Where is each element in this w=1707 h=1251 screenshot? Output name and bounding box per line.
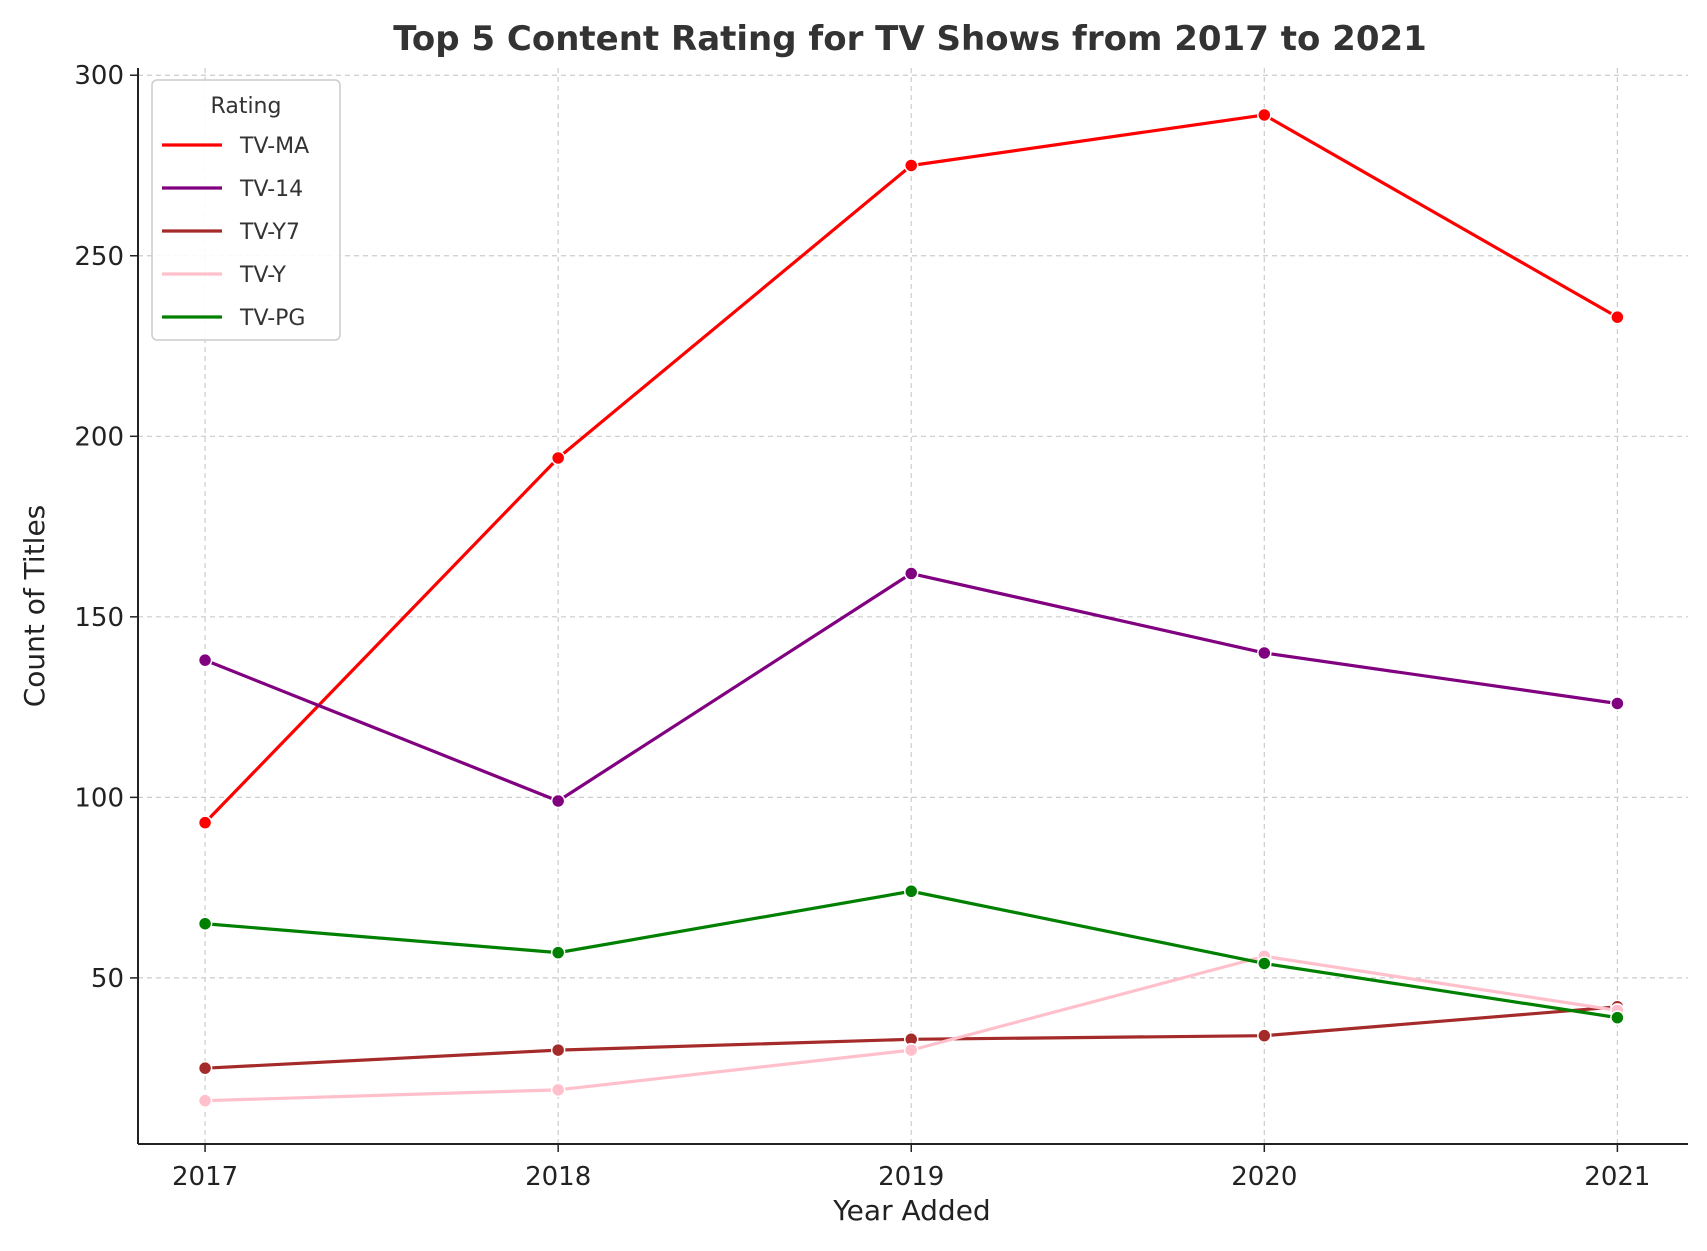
data-point-tv-y: [903, 1042, 919, 1058]
x-axis-label: Year Added: [832, 1194, 990, 1227]
data-point-tv-pg: [550, 945, 566, 960]
x-tick-label: 2017: [172, 1162, 238, 1192]
axes: [137, 68, 1688, 1145]
data-point-tv-14: [903, 566, 919, 581]
chart-title: Top 5 Content Rating for TV Shows from 2…: [393, 19, 1427, 59]
data-point-tv-y: [550, 1082, 566, 1098]
legend: Rating TV-MA TV-14 TV-Y7 TV-Y TV-PG: [151, 79, 341, 341]
data-point-tv-y7: [1257, 1028, 1272, 1043]
series-layer: [197, 107, 1625, 1108]
y-tick-label: 100: [74, 783, 124, 813]
legend-title: Rating: [211, 94, 282, 119]
data-point-tv-y7: [197, 1060, 213, 1076]
data-point-tv-ma: [550, 450, 566, 466]
x-tick-label: 2020: [1231, 1162, 1297, 1192]
grid: [138, 68, 1688, 1144]
data-point-tv-ma: [903, 158, 919, 173]
y-axis-label: Count of Titles: [18, 505, 51, 708]
data-point-tv-14: [197, 652, 213, 668]
data-point-tv-14: [1257, 645, 1272, 661]
data-point-tv-14: [550, 793, 566, 809]
data-point-tv-y: [197, 1093, 213, 1108]
x-tick-label: 2019: [878, 1162, 944, 1192]
data-point-tv-pg: [1610, 1010, 1625, 1025]
data-point-tv-ma: [1257, 107, 1272, 123]
legend-label-tv-y: TV-Y: [239, 263, 287, 288]
y-tick-label: 250: [74, 242, 124, 272]
series-tv-ma: [197, 107, 1625, 830]
ticks: 50 100 150 200 250 300 2017 2018 2019 2020 2021: [74, 61, 1650, 1192]
legend-label-tv-ma: TV-MA: [239, 134, 309, 159]
data-point-tv-pg: [1257, 956, 1272, 971]
legend-items: TV-MA TV-14 TV-Y7 TV-Y TV-PG: [162, 134, 309, 331]
legend-label-tv-14: TV-14: [239, 177, 303, 202]
series-tv-14: [197, 566, 1625, 809]
data-point-tv-ma: [1610, 309, 1625, 325]
x-tick-label: 2018: [525, 1162, 591, 1192]
x-tick-label: 2021: [1584, 1162, 1650, 1192]
y-tick-label: 300: [74, 61, 124, 91]
series-tv-pg: [197, 883, 1625, 1025]
data-point-tv-ma: [197, 815, 213, 830]
legend-label-tv-y7: TV-Y7: [239, 220, 300, 245]
y-tick-label: 150: [74, 603, 124, 633]
series-tv-y: [197, 948, 1625, 1108]
legend-box: [151, 79, 341, 341]
legend-label-tv-pg: TV-PG: [239, 306, 305, 331]
data-point-tv-y7: [550, 1042, 566, 1058]
data-point-tv-pg: [903, 883, 919, 899]
data-point-tv-14: [1610, 696, 1625, 711]
y-tick-label: 50: [91, 964, 124, 994]
y-tick-label: 200: [74, 422, 124, 452]
data-point-tv-pg: [197, 916, 213, 931]
series-tv-y7: [197, 999, 1625, 1076]
series-line-tv-14: [204, 571, 1618, 803]
